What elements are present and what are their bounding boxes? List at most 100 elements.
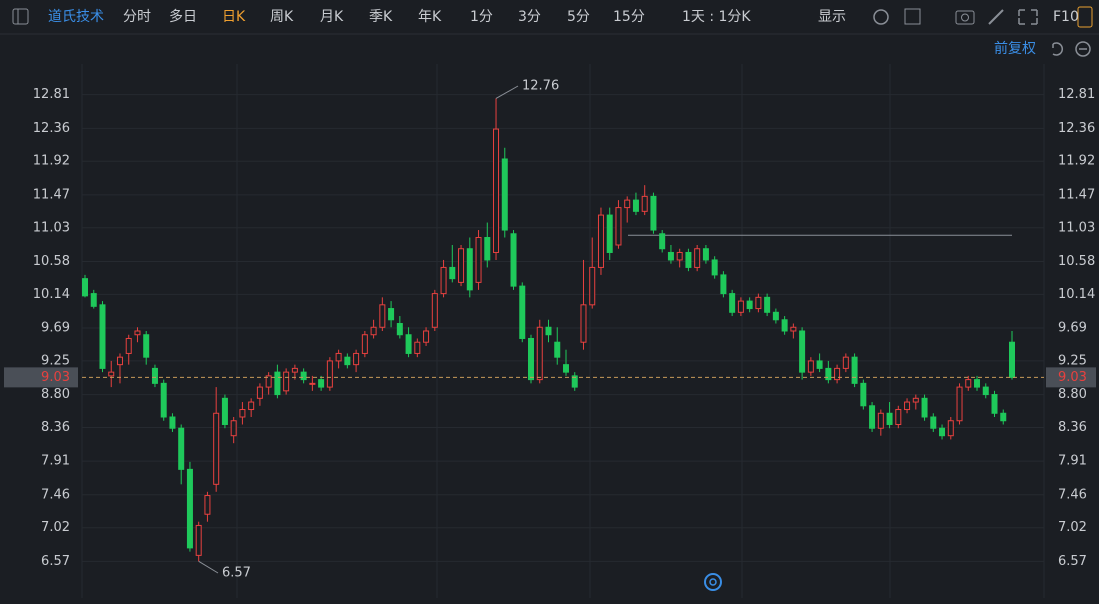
- y-tick-label-left: 10.58: [33, 254, 70, 269]
- period-tab[interactable]: 5分: [567, 9, 590, 25]
- candle-body: [877, 412, 884, 429]
- y-tick-label-right: 7.91: [1058, 454, 1087, 469]
- candle-body: [772, 311, 779, 321]
- y-tick-label-left: 7.46: [41, 487, 70, 502]
- candle-body: [571, 375, 578, 388]
- y-tick-label-right: 9.69: [1058, 321, 1087, 336]
- candle-body: [606, 214, 613, 253]
- period-tab[interactable]: 季K: [369, 9, 393, 25]
- candle-body: [545, 326, 552, 336]
- interval-select[interactable]: 1天 : 1分K: [682, 9, 751, 25]
- candle-body: [685, 251, 692, 268]
- adjust-mode[interactable]: 前复权: [994, 40, 1036, 57]
- candle-body: [116, 356, 123, 366]
- candle-body: [659, 233, 666, 250]
- candle-body: [230, 420, 237, 437]
- minus-icon[interactable]: [1075, 41, 1091, 57]
- fullscreen-icon[interactable]: [1018, 9, 1038, 25]
- undo-icon[interactable]: [1052, 42, 1063, 56]
- pen-icon[interactable]: [988, 9, 1004, 25]
- candle-body: [195, 524, 202, 556]
- candle-body: [825, 367, 832, 381]
- candle-body: [125, 337, 132, 354]
- candle-body: [466, 248, 473, 291]
- y-tick-label-left: 8.36: [41, 420, 70, 435]
- f10-side-icon[interactable]: [1077, 6, 1093, 28]
- period-tab[interactable]: 多日: [169, 8, 197, 25]
- f10-button[interactable]: F10: [1053, 9, 1079, 25]
- y-tick-label-left: 12.36: [33, 121, 70, 136]
- candle-body: [720, 274, 727, 295]
- y-tick-label-left: 9.69: [41, 321, 70, 336]
- y-tick-label-left: 11.47: [33, 187, 70, 202]
- period-tab[interactable]: 年K: [418, 9, 442, 25]
- candle-body: [283, 371, 290, 392]
- candle-body: [711, 259, 718, 276]
- candle-body: [108, 371, 115, 377]
- candle-body: [134, 330, 141, 336]
- stock-name[interactable]: 道氏技术: [48, 9, 104, 25]
- period-tab[interactable]: 周K: [270, 9, 294, 25]
- candle-body: [221, 397, 228, 425]
- candle-body: [536, 326, 543, 381]
- candle-body: [90, 293, 97, 307]
- candle-body: [160, 382, 167, 418]
- y-tick-label-left: 7.91: [41, 454, 70, 469]
- camera-lens: [961, 13, 969, 22]
- sidebar-icon[interactable]: [12, 8, 29, 25]
- candle-body: [309, 382, 316, 385]
- y-tick-label-right: 12.36: [1058, 121, 1095, 136]
- bottom-icon-inner: [709, 578, 717, 586]
- candle-body: [1000, 412, 1007, 422]
- candle-body: [431, 293, 438, 328]
- candle-body: [597, 214, 604, 268]
- candle-body: [816, 360, 823, 369]
- candle-body: [746, 300, 753, 310]
- box-icon[interactable]: [904, 8, 921, 25]
- candle-body: [589, 266, 596, 306]
- candle-body: [764, 296, 771, 313]
- candle-body: [974, 379, 981, 388]
- candle-body: [851, 356, 858, 384]
- display-menu[interactable]: 显示: [818, 9, 846, 25]
- y-tick-label-right: 7.02: [1058, 520, 1087, 535]
- candle-body: [178, 427, 185, 470]
- candle-body: [904, 401, 911, 411]
- candle-body: [99, 304, 106, 369]
- candle-body: [737, 300, 744, 313]
- candle-body: [860, 382, 867, 407]
- period-tab[interactable]: 日K: [222, 9, 246, 25]
- camera-icon[interactable]: [955, 10, 975, 25]
- y-tick-label-right: 7.46: [1058, 487, 1087, 502]
- candle-body: [274, 371, 281, 396]
- candle-body: [1009, 341, 1015, 378]
- candle-body: [213, 412, 220, 485]
- y-tick-label-right: 8.36: [1058, 420, 1087, 435]
- candle-body: [554, 341, 561, 358]
- bottom-icon[interactable]: [704, 573, 722, 591]
- y-tick-label-right: 8.80: [1058, 387, 1087, 402]
- max-label: 12.76: [522, 79, 559, 94]
- y-tick-label-left: 10.14: [33, 287, 70, 302]
- candle-body: [615, 207, 622, 246]
- candle-body: [667, 251, 674, 261]
- candle-body: [641, 195, 648, 212]
- candle-body: [519, 285, 526, 339]
- period-tab[interactable]: 分时: [123, 9, 151, 25]
- candle-body: [781, 319, 788, 332]
- candle-body: [169, 416, 176, 429]
- candle-body: [947, 420, 954, 437]
- y-tick-label-left: 11.03: [33, 220, 70, 235]
- y-tick-label-left: 8.80: [41, 387, 70, 402]
- period-tab[interactable]: 1分: [470, 9, 493, 25]
- candle-body: [300, 371, 307, 381]
- candle-body: [361, 334, 368, 354]
- candle-body: [834, 367, 841, 381]
- period-tab[interactable]: 15分: [613, 9, 645, 25]
- candle-body: [423, 330, 430, 343]
- settings-icon[interactable]: [873, 9, 889, 25]
- period-tab[interactable]: 3分: [518, 9, 541, 25]
- candle-body: [807, 360, 814, 373]
- y-tick-label-left: 6.57: [41, 554, 70, 569]
- period-tab[interactable]: 月K: [320, 9, 344, 25]
